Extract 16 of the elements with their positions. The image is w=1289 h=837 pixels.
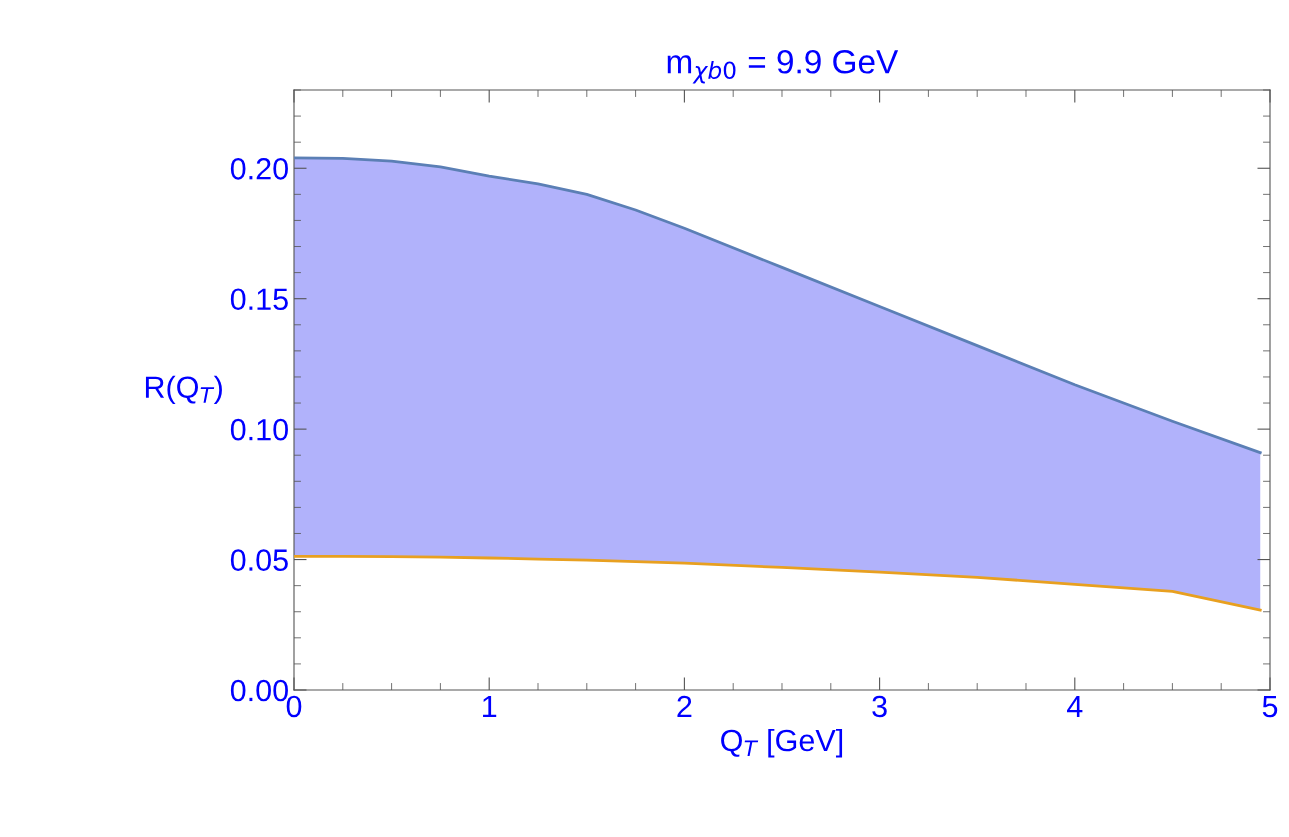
line-series bbox=[294, 555, 1262, 612]
x-tick-label: 0 bbox=[286, 695, 302, 718]
x-tick-label: 1 bbox=[483, 695, 497, 717]
y-tick-label: 0.15 bbox=[230, 288, 288, 311]
y-axis-title: R(Q$_{T}$) bbox=[145, 375, 222, 405]
y-tick-label: 0.05 bbox=[230, 549, 288, 571]
x-tick-label: 3 bbox=[872, 695, 887, 718]
line-series bbox=[294, 156, 1262, 454]
y-tick-label: 0.10 bbox=[230, 418, 288, 441]
y-tick-label: 0.00 bbox=[230, 679, 288, 702]
x-tick-label: 2 bbox=[677, 695, 692, 717]
x-tick-label: 4 bbox=[1067, 695, 1083, 717]
x-tick-label: 5 bbox=[1262, 695, 1278, 718]
x-axis-title: Q$_{T}$ [GeV] bbox=[721, 728, 843, 758]
chart-title: m$_{χb0}$ = 9.9 GeV bbox=[667, 50, 899, 84]
y-tick-label: 0.20 bbox=[230, 158, 288, 180]
